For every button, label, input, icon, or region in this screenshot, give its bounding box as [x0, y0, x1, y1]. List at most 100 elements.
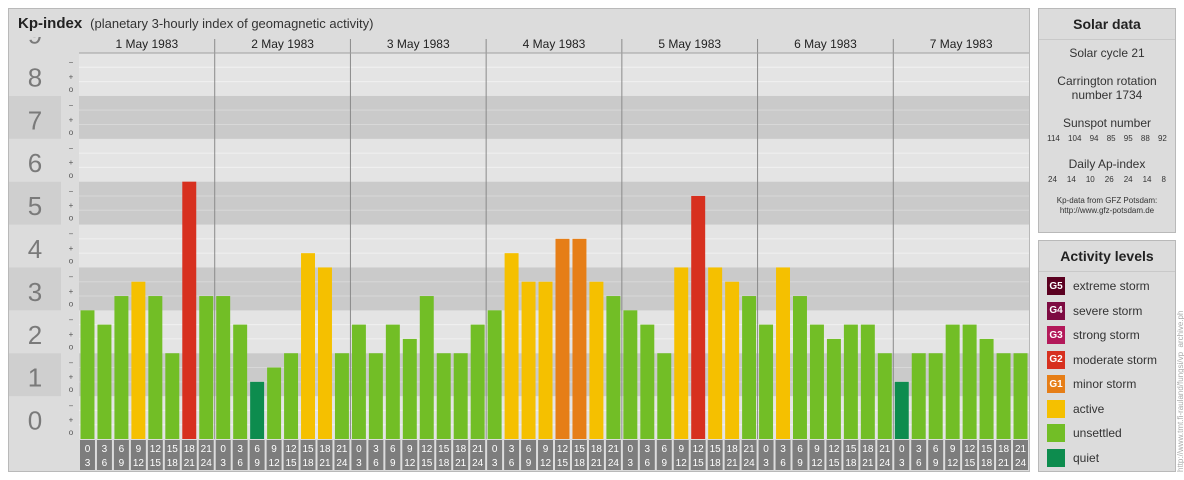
interval-start-label: 0 [220, 444, 226, 455]
interval-start-label: 15 [302, 444, 314, 455]
interval-box [232, 440, 248, 470]
interval-start-label: 3 [916, 444, 922, 455]
y-subtick-label: − [69, 230, 74, 239]
chart-title: Kp-index [18, 14, 83, 32]
interval-end-label: 24 [879, 458, 891, 469]
interval-end-label: 9 [797, 458, 803, 469]
interval-start-label: 18 [862, 444, 874, 455]
kp-bar [606, 296, 621, 439]
interval-start-label: 15 [574, 444, 586, 455]
interval-end-label: 24 [608, 458, 620, 469]
y-subtick-label: o [69, 257, 74, 266]
interval-start-label: 18 [727, 444, 739, 455]
chart-subtitle: (planetary 3-hourly index of geomagnetic… [90, 15, 374, 31]
kp-bar [640, 324, 655, 439]
interval-end-label: 18 [302, 458, 314, 469]
interval-start-label: 0 [899, 444, 905, 455]
interval-box [521, 440, 537, 470]
kp-bar [945, 324, 960, 439]
interval-end-label: 3 [85, 458, 91, 469]
interval-end-label: 12 [540, 458, 552, 469]
interval-start-label: 3 [780, 444, 786, 455]
interval-start-label: 3 [509, 444, 515, 455]
interval-end-label: 12 [133, 458, 145, 469]
interval-box [639, 440, 655, 470]
kp-bar [216, 296, 231, 439]
interval-box [724, 440, 740, 470]
interval-start-label: 9 [950, 444, 956, 455]
interval-start-label: 0 [85, 444, 91, 455]
kp-bar [979, 338, 994, 439]
interval-start-label: 3 [102, 444, 108, 455]
interval-end-label: 15 [285, 458, 297, 469]
kp-bar [657, 353, 672, 439]
legend-label: active [1073, 401, 1105, 416]
data-source-link[interactable]: http://www.gfz-potsdam.de [1059, 206, 1155, 215]
interval-box [487, 440, 503, 470]
interval-end-label: 9 [661, 458, 667, 469]
interval-end-label: 6 [102, 458, 108, 469]
y-tick-label: 2 [28, 320, 42, 350]
interval-box [775, 440, 791, 470]
interval-box [249, 440, 265, 470]
kp-bar [996, 353, 1011, 439]
interval-box [1013, 440, 1028, 470]
solar-data-title: Solar data [1039, 9, 1175, 40]
kp-bar [470, 324, 485, 439]
carrington-rotation-number: number 1734 [1071, 88, 1143, 102]
kp-bar [894, 381, 909, 439]
interval-end-label: 24 [336, 458, 348, 469]
sunspot-value: 114 [1047, 134, 1060, 143]
y-subtick-label: + [69, 115, 74, 124]
y-subtick-label: o [69, 214, 74, 223]
interval-box [555, 440, 570, 470]
interval-start-label: 3 [237, 444, 243, 455]
interval-box [181, 440, 197, 470]
kp-bar-chart: 0123456789o+−o+−o+−o+−o+−o+−o+−o+−o+−1 M… [9, 37, 1029, 470]
sunspot-value: 104 [1068, 134, 1082, 143]
day-label: 4 May 1983 [523, 37, 586, 51]
y-tick-label: 8 [28, 62, 42, 92]
interval-start-label: 3 [373, 444, 379, 455]
interval-start-label: 15 [167, 444, 179, 455]
legend-label: extreme storm [1073, 279, 1150, 294]
interval-end-label: 6 [373, 458, 379, 469]
y-subtick-label: + [69, 330, 74, 339]
kp-bar [826, 338, 841, 439]
interval-end-label: 6 [916, 458, 922, 469]
interval-start-label: 6 [119, 444, 125, 455]
interval-box [707, 440, 723, 470]
interval-box [843, 440, 859, 470]
interval-end-label: 18 [710, 458, 722, 469]
interval-box [334, 440, 350, 470]
kp-bar [199, 296, 214, 439]
interval-end-label: 21 [727, 458, 739, 469]
interval-end-label: 24 [1015, 458, 1027, 469]
interval-start-label: 15 [845, 444, 857, 455]
y-subtick-label: o [69, 171, 74, 180]
kp-bar [97, 324, 112, 439]
kp-bar [589, 281, 604, 439]
interval-end-label: 18 [574, 458, 586, 469]
y-tick-label: 4 [28, 234, 42, 264]
y-tick-label: 9 [28, 37, 42, 50]
interval-box [96, 440, 112, 470]
interval-start-label: 0 [492, 444, 498, 455]
interval-box [571, 440, 587, 470]
legend-item: G5 extreme storm [1039, 274, 1175, 299]
interval-end-label: 12 [404, 458, 416, 469]
interval-box [826, 440, 842, 470]
kp-bar [572, 238, 587, 439]
kp-bar [928, 353, 943, 439]
interval-start-label: 0 [628, 444, 634, 455]
interval-start-label: 6 [390, 444, 396, 455]
y-subtick-label: o [69, 85, 74, 94]
kp-bar [368, 353, 383, 439]
y-tick-label: 5 [28, 191, 42, 221]
interval-start-label: 21 [201, 444, 213, 455]
ap-value: 8 [1161, 175, 1166, 184]
interval-start-label: 12 [150, 444, 162, 455]
interval-end-label: 18 [845, 458, 857, 469]
kp-bar [708, 267, 723, 439]
interval-end-label: 15 [557, 458, 569, 469]
